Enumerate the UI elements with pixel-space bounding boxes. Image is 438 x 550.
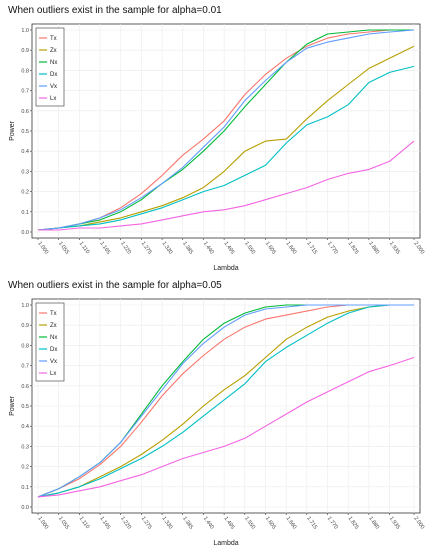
x-tick-label: 1.550 xyxy=(243,516,256,531)
series-line-vx xyxy=(37,304,414,498)
series-line-vx xyxy=(37,29,415,231)
y-tick-label: 0.0 xyxy=(21,230,29,236)
y-axis-label: Power xyxy=(9,395,16,416)
series-line-nx xyxy=(37,29,414,231)
x-tick-label: 1.825 xyxy=(347,241,360,256)
x-tick-label: 1.220 xyxy=(119,516,132,531)
y-tick-label: 0.1 xyxy=(21,210,29,216)
x-tick-label: 1.110 xyxy=(78,516,91,530)
x-tick-label: 1.770 xyxy=(326,241,339,256)
legend-label: Nx xyxy=(50,60,57,66)
x-tick-label: 1.825 xyxy=(347,516,360,531)
series-line-zx xyxy=(37,45,415,231)
legend-label: Vx xyxy=(50,359,57,365)
x-tick-label: 1.110 xyxy=(78,241,91,255)
x-tick-label: 1.385 xyxy=(181,241,194,256)
x-tick-label: 1.165 xyxy=(98,241,111,256)
x-tick-label: 1.220 xyxy=(119,241,132,256)
y-tick-label: 0.2 xyxy=(21,465,29,471)
x-tick-label: 1.605 xyxy=(264,241,277,256)
legend xyxy=(35,302,65,382)
y-tick-label: 0.9 xyxy=(21,323,29,329)
legend-label: Nx xyxy=(50,335,57,341)
x-tick-label: 1.275 xyxy=(140,241,153,256)
y-tick-label: 0.0 xyxy=(21,505,29,511)
x-tick-label: 1.495 xyxy=(222,241,235,256)
chart-title: When outliers exist in the sample for al… xyxy=(8,280,222,291)
legend-label: Zx xyxy=(50,323,57,329)
y-tick-label: 0.8 xyxy=(21,68,29,74)
series-line-lx xyxy=(38,140,415,231)
y-tick-label: 1.0 xyxy=(21,303,29,309)
x-tick-label: 1.770 xyxy=(326,516,339,531)
x-tick-label: 1.440 xyxy=(202,516,215,531)
x-tick-label: 1.440 xyxy=(202,241,215,256)
x-tick-label: 1.330 xyxy=(160,516,173,531)
x-tick-label: 1.330 xyxy=(160,241,173,256)
x-tick-label: 1.935 xyxy=(388,516,401,531)
series-line-dx xyxy=(37,304,414,498)
legend-label: Dx xyxy=(50,72,57,78)
x-tick-label: 1.495 xyxy=(222,516,235,531)
x-tick-label: 1.935 xyxy=(388,241,401,256)
y-tick-label: 1.0 xyxy=(21,28,29,34)
x-tick-label: 1.605 xyxy=(264,516,277,531)
x-tick-label: 1.055 xyxy=(57,241,70,256)
chart-alpha-005: When outliers exist in the sample for al… xyxy=(8,280,425,547)
y-tick-label: 0.1 xyxy=(21,485,29,491)
x-tick-label: 1.055 xyxy=(57,516,70,531)
x-tick-label: 1.000 xyxy=(36,241,49,256)
y-tick-label: 0.4 xyxy=(21,424,29,430)
legend-label: Tx xyxy=(50,36,57,42)
x-tick-label: 1.715 xyxy=(305,516,318,531)
x-tick-label: 1.880 xyxy=(367,241,380,256)
x-tick-label: 1.275 xyxy=(140,516,153,531)
y-tick-label: 0.2 xyxy=(21,190,29,196)
y-tick-label: 0.3 xyxy=(21,444,29,450)
legend-label: Zx xyxy=(50,48,57,54)
legend-label: Lx xyxy=(50,96,56,102)
x-tick-label: 1.660 xyxy=(285,516,298,531)
x-tick-label: 1.165 xyxy=(98,516,111,531)
x-tick-label: 1.000 xyxy=(36,516,49,531)
x-tick-label: 1.715 xyxy=(305,241,318,256)
x-axis-label: Lambda xyxy=(213,265,238,272)
series-line-lx xyxy=(37,356,415,498)
x-tick-label: 1.385 xyxy=(181,516,194,531)
y-axis-label: Power xyxy=(9,120,16,141)
y-tick-label: 0.5 xyxy=(21,129,29,135)
x-tick-label: 2.000 xyxy=(412,241,425,256)
legend xyxy=(35,27,65,107)
chart-alpha-001: When outliers exist in the sample for al… xyxy=(8,5,425,272)
x-tick-label: 1.660 xyxy=(285,241,298,256)
legend-label: Lx xyxy=(50,371,56,377)
chart-title: When outliers exist in the sample for al… xyxy=(8,5,222,16)
x-tick-label: 1.550 xyxy=(243,241,256,256)
x-tick-label: 1.880 xyxy=(367,516,380,531)
y-tick-label: 0.4 xyxy=(21,149,29,155)
x-tick-label: 2.000 xyxy=(412,516,425,531)
series-line-zx xyxy=(37,304,414,498)
legend-label: Tx xyxy=(50,311,57,317)
y-tick-label: 0.6 xyxy=(21,384,29,390)
x-axis-label: Lambda xyxy=(213,540,238,547)
series-line-dx xyxy=(37,65,415,231)
y-tick-label: 0.7 xyxy=(21,364,29,370)
y-tick-label: 0.5 xyxy=(21,404,29,410)
y-tick-label: 0.6 xyxy=(21,109,29,115)
y-tick-label: 0.7 xyxy=(21,89,29,95)
y-tick-label: 0.8 xyxy=(21,343,29,349)
y-tick-label: 0.9 xyxy=(21,48,29,54)
legend-label: Dx xyxy=(50,347,57,353)
legend-label: Vx xyxy=(50,84,57,90)
y-tick-label: 0.3 xyxy=(21,169,29,175)
